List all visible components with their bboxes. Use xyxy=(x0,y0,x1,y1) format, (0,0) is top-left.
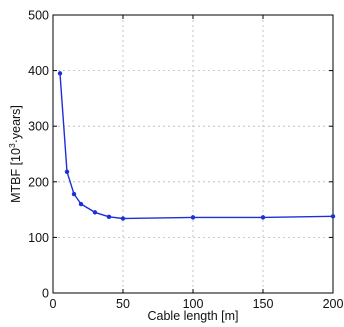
y-tick-label: 400 xyxy=(28,64,49,78)
y-tick-label: 500 xyxy=(28,9,49,23)
data-point xyxy=(330,214,336,219)
series-line xyxy=(59,73,334,220)
data-point xyxy=(64,169,70,174)
data-point xyxy=(57,71,63,76)
y-tick-label: 200 xyxy=(28,175,49,189)
data-point xyxy=(190,215,196,220)
data-point xyxy=(120,216,126,221)
data-series xyxy=(57,71,336,221)
data-point xyxy=(106,214,112,220)
x-tick-label: 200 xyxy=(323,297,344,311)
x-tick-labels: 0 50 100 150 200 xyxy=(50,297,344,311)
data-point xyxy=(78,201,84,207)
x-tick-label: 100 xyxy=(183,297,204,311)
y-tick-label: 0 xyxy=(42,287,49,301)
grid-lines xyxy=(53,15,333,293)
y-tick-labels: 0 100 200 300 400 500 xyxy=(28,9,49,301)
data-point xyxy=(260,215,266,220)
data-point xyxy=(92,210,98,215)
x-tick-label: 150 xyxy=(253,297,274,311)
data-point xyxy=(71,191,77,197)
y-axis-label: MTBF [103·years] xyxy=(7,105,23,203)
x-axis-label: Cable length [m] xyxy=(147,309,238,323)
axis-ticks xyxy=(52,14,334,294)
y-tick-label: 300 xyxy=(28,120,49,134)
x-tick-label: 50 xyxy=(116,297,130,311)
x-tick-label: 0 xyxy=(50,297,57,311)
y-tick-label: 100 xyxy=(28,231,49,245)
